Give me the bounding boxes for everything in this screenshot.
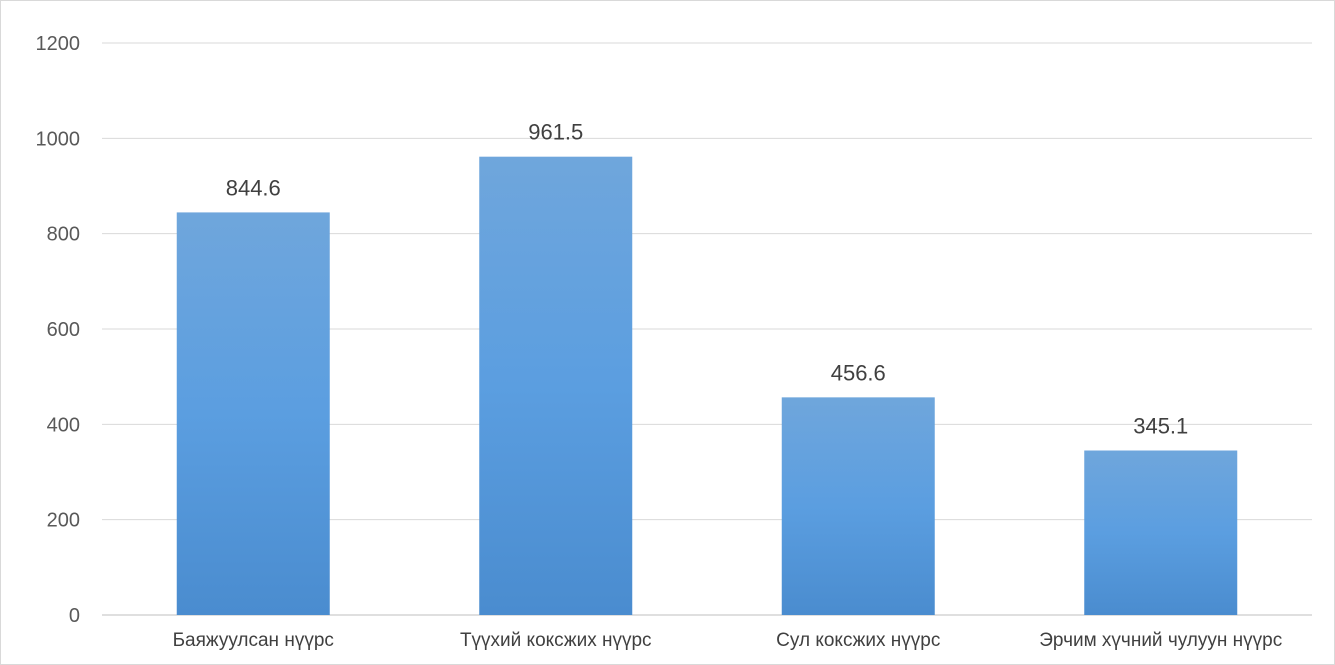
x-category-label: Сул коксжих нүүрс bbox=[776, 630, 940, 651]
y-tick-label: 800 bbox=[47, 224, 80, 246]
bars bbox=[176, 156, 1238, 615]
bar bbox=[781, 397, 935, 615]
y-tick-label: 400 bbox=[47, 414, 80, 436]
data-label: 456.6 bbox=[831, 360, 886, 385]
x-axis-categories: Баяжуулсан нүүрс Түүхий коксжих нүүрс Сул … bbox=[173, 630, 1283, 651]
y-axis-ticks: 0 200 400 600 800 1000 1200 bbox=[36, 33, 81, 627]
y-tick-label: 1000 bbox=[36, 128, 81, 150]
data-label: 844.6 bbox=[226, 175, 281, 200]
x-category-label: Эрчим хүчний чулуун нүүрс bbox=[1039, 630, 1282, 651]
y-tick-label: 0 bbox=[69, 605, 80, 627]
data-label: 961.5 bbox=[528, 120, 583, 145]
x-category-label: Баяжуулсан нүүрс bbox=[173, 630, 334, 651]
x-category-label: Түүхий коксжих нүүрс bbox=[460, 630, 652, 651]
bar bbox=[479, 156, 633, 615]
bar bbox=[1084, 450, 1238, 615]
y-tick-label: 200 bbox=[47, 510, 80, 532]
bar bbox=[176, 212, 330, 615]
y-tick-label: 1200 bbox=[36, 33, 81, 55]
y-tick-label: 600 bbox=[47, 319, 80, 341]
data-label: 345.1 bbox=[1133, 414, 1188, 439]
data-labels: 844.6 961.5 456.6 345.1 bbox=[226, 120, 1189, 439]
